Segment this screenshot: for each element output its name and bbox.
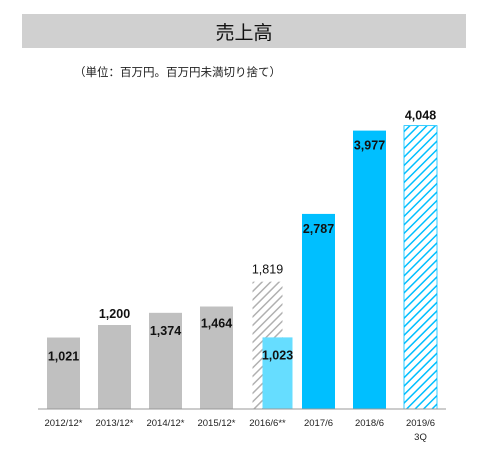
tick-label: 2018/6 <box>355 418 384 429</box>
tick-label: 2016/6** <box>249 418 286 429</box>
tick-label: 2013/12* <box>95 418 133 429</box>
tick-label: 2015/12* <box>197 418 235 429</box>
tick-label: 2014/12* <box>146 418 184 429</box>
data-label: 1,819 <box>252 263 283 277</box>
data-label: 1,464 <box>201 317 232 331</box>
data-label: 2,787 <box>303 222 334 236</box>
labels-layer: 2012/12* 2013/12* 2014/12* 2015/12* 2016/6**… <box>44 109 436 443</box>
data-label: 1,021 <box>48 350 79 364</box>
data-label: 1,374 <box>150 324 181 338</box>
data-label: 1,023 <box>262 348 293 362</box>
bar-201963Q-forecast_hatch <box>403 125 438 410</box>
title-bar: 売上高 <box>22 14 466 48</box>
bars-layer <box>47 125 438 410</box>
bar-201412-history <box>149 312 182 409</box>
chart-title: 売上高 <box>215 22 273 44</box>
bar-20186-actual <box>353 130 386 410</box>
tick-label: 3Q <box>414 432 427 443</box>
unit-note: （単位：百万円。百万円未満切り捨て） <box>74 67 281 79</box>
tick-label: 2012/12* <box>44 418 82 429</box>
bar-201212-history <box>47 337 80 409</box>
tick-label: 2019/6 <box>406 418 435 429</box>
bar-20176-actual <box>302 213 335 409</box>
bar-201312-history <box>98 325 131 409</box>
data-label: 3,977 <box>354 139 385 153</box>
data-label: 1,200 <box>99 307 130 321</box>
bar-20166-half_year <box>262 337 293 409</box>
tick-label: 2017/6 <box>304 418 333 429</box>
bar-201512-history <box>200 306 233 409</box>
data-label: 4,048 <box>405 109 436 123</box>
